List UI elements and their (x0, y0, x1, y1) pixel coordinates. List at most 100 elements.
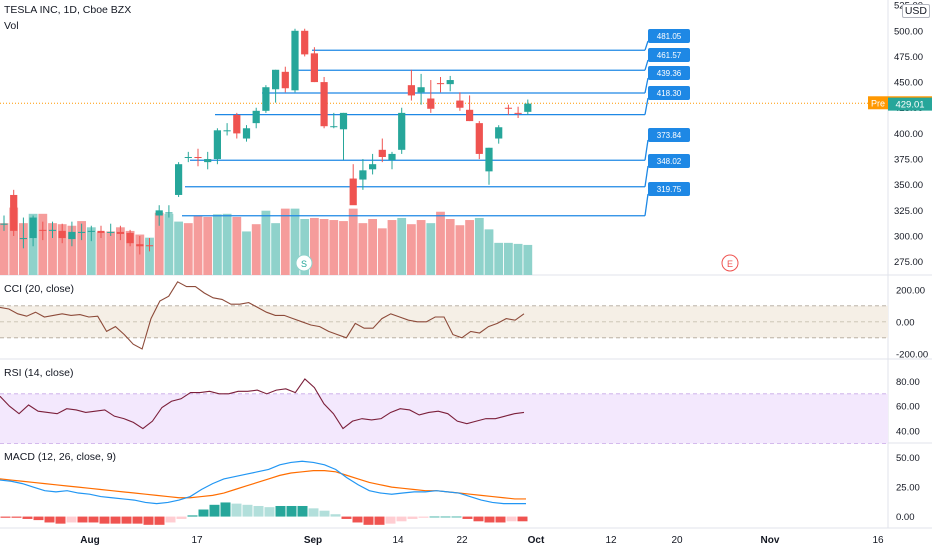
cci-pane-label: CCI (20, close) (4, 283, 75, 295)
level-callout (648, 29, 690, 43)
volume-bar (77, 221, 86, 275)
macd-histogram-bar (341, 516, 352, 519)
level-callout (648, 66, 690, 80)
candle-body (417, 87, 425, 93)
level-connector (644, 97, 649, 115)
price-tick-label: 500.00 (894, 26, 923, 37)
price-tick-label: 375.00 (894, 155, 923, 166)
time-axis-label: 20 (671, 535, 683, 546)
macd-histogram-bar (407, 516, 418, 519)
volume-bar (116, 227, 125, 275)
candle-body (0, 223, 8, 225)
candle-body (359, 170, 367, 180)
volume-bar (203, 216, 213, 275)
macd-tick-label: 25.00 (896, 483, 920, 494)
macd-histogram-bar (11, 516, 22, 518)
candle-body (475, 123, 483, 154)
candle-body (68, 231, 76, 240)
candle-body (58, 230, 66, 239)
macd-pane-label: MACD (12, 26, close, 9) (4, 451, 117, 463)
candle-body (78, 231, 86, 233)
last-price-tag (888, 97, 932, 111)
level-callout (648, 86, 690, 100)
level-callout-label: 439.36 (657, 69, 682, 78)
volume-bar (154, 212, 164, 275)
candle-body (204, 159, 212, 163)
macd-histogram-bar (396, 516, 407, 522)
volume-bar (290, 208, 300, 275)
macd-histogram-bar (198, 509, 209, 517)
price-tick-label: 475.00 (894, 52, 923, 63)
volume-bar (145, 237, 154, 275)
macd-tick-label: 50.00 (896, 453, 920, 464)
candle-body (272, 69, 280, 90)
time-axis-label: Oct (528, 535, 545, 546)
volume-bar (455, 225, 465, 275)
candle-body (213, 130, 221, 160)
candle-body (398, 112, 406, 150)
volume-bar (504, 242, 513, 275)
level-callout-label: 319.75 (657, 185, 682, 194)
macd-tick-label: 0.00 (896, 512, 915, 523)
candle-body (194, 156, 202, 159)
candle-body (184, 156, 192, 158)
macd-histogram-bar (319, 510, 330, 517)
macd-histogram-bar (330, 514, 341, 517)
candle-body (19, 238, 27, 240)
macd-histogram-bar (264, 507, 275, 517)
macd-line (0, 460, 526, 505)
candle-body (10, 194, 18, 231)
candle-body (495, 127, 503, 139)
macd-histogram-bar (506, 516, 517, 522)
volume-bar (222, 213, 232, 275)
time-axis-label: Nov (761, 535, 780, 546)
time-axis-label: Sep (304, 535, 322, 546)
volume-bar (96, 232, 106, 275)
candle-body (504, 107, 512, 109)
level-callout-label: 481.05 (657, 32, 682, 41)
macd-histogram-bar (308, 508, 319, 517)
volume-bar (19, 223, 28, 275)
candle-body (456, 100, 464, 108)
level-callout (648, 48, 690, 62)
time-axis-label: 16 (872, 535, 884, 546)
rsi-tick-label: 60.00 (896, 402, 920, 413)
volume-bar (368, 219, 377, 275)
macd-histogram-bar (517, 516, 528, 522)
macd-histogram-bar (187, 515, 198, 517)
volume-bar (38, 213, 48, 275)
candle-body (330, 126, 338, 128)
macd-histogram-bar (154, 516, 165, 525)
macd-histogram-bar (385, 516, 396, 524)
candle-body (524, 103, 532, 112)
cci-tick-label: 0.00 (896, 317, 915, 328)
price-tick-label: 400.00 (894, 129, 923, 140)
macd-histogram-bar (44, 516, 55, 523)
volume-bar (261, 210, 271, 275)
price-tick-label: 350.00 (894, 180, 923, 191)
time-axis-label: 17 (191, 535, 203, 546)
candle-body (349, 178, 357, 206)
currency-label[interactable]: USD (901, 4, 930, 18)
macd-histogram-bar (275, 505, 286, 517)
volume-bar (465, 220, 474, 275)
split-event-label: S (301, 259, 307, 269)
candle-body (339, 112, 348, 130)
volume-bar (397, 217, 407, 275)
candle-body (320, 82, 328, 127)
earnings-event-icon (721, 254, 739, 272)
rsi-band (0, 393, 888, 444)
candle-body (107, 231, 115, 233)
volume-bar (348, 208, 358, 275)
level-connector (644, 193, 649, 216)
level-connector (644, 59, 649, 71)
level-callout-label: 348.02 (657, 157, 682, 166)
candle-body (175, 164, 183, 195)
macd-histogram-bar (121, 516, 132, 524)
candle-body (369, 164, 377, 170)
volume-bar (445, 219, 455, 275)
volume-bar (183, 223, 193, 275)
macd-histogram-bar (88, 516, 99, 523)
volume-bar (358, 223, 368, 275)
